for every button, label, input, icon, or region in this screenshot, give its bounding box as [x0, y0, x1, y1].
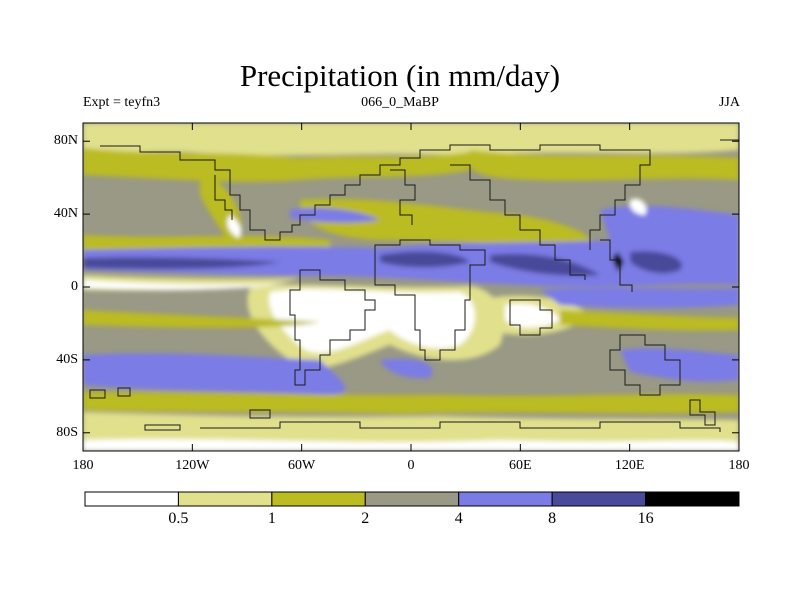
lat-tick-label: 40S — [56, 351, 78, 367]
colorbar-level-label: 1 — [267, 510, 276, 527]
colorbar-swatch — [84, 491, 179, 507]
coastlines — [89, 139, 739, 432]
lon-tick-label: 60W — [288, 458, 316, 473]
lon-tick-label: 120W — [175, 458, 210, 473]
colorbar-swatch — [364, 491, 460, 507]
lon-tick-label: 120E — [614, 458, 645, 473]
colorbar-level-label: 2 — [361, 510, 370, 527]
lon-tick-label: 180 — [728, 458, 750, 473]
season-label: JJA — [718, 95, 740, 110]
colorbar-swatch — [458, 491, 553, 507]
colorbar-swatch — [551, 491, 647, 507]
axis-ticks — [82, 123, 740, 451]
colorbar-level-label: 4 — [454, 510, 463, 527]
lon-tick-label: 0 — [407, 458, 415, 473]
colorbar-level-label: 0.5 — [168, 510, 189, 527]
colorbar-level-label: 8 — [548, 510, 557, 527]
lat-tick-label: 0 — [71, 279, 78, 294]
experiment-label: Expt = teyfn3 — [83, 95, 161, 110]
lon-tick-label: 180 — [72, 458, 94, 473]
colorbar-swatch — [177, 491, 273, 507]
lon-tick-label: 60E — [509, 458, 532, 473]
lat-tick-label: 80S — [56, 424, 78, 440]
colorbar-level-label: 16 — [637, 510, 654, 527]
map-title: Precipitation (in mm/day) — [239, 58, 561, 93]
timeslice-label: 066_0_MaBP — [361, 95, 439, 110]
precip-field — [83, 123, 739, 451]
colorbar-swatch — [271, 491, 366, 507]
lat-tick-label: 80N — [53, 133, 78, 149]
colorbar-swatch — [645, 491, 740, 507]
lat-tick-label: 40N — [53, 206, 78, 222]
